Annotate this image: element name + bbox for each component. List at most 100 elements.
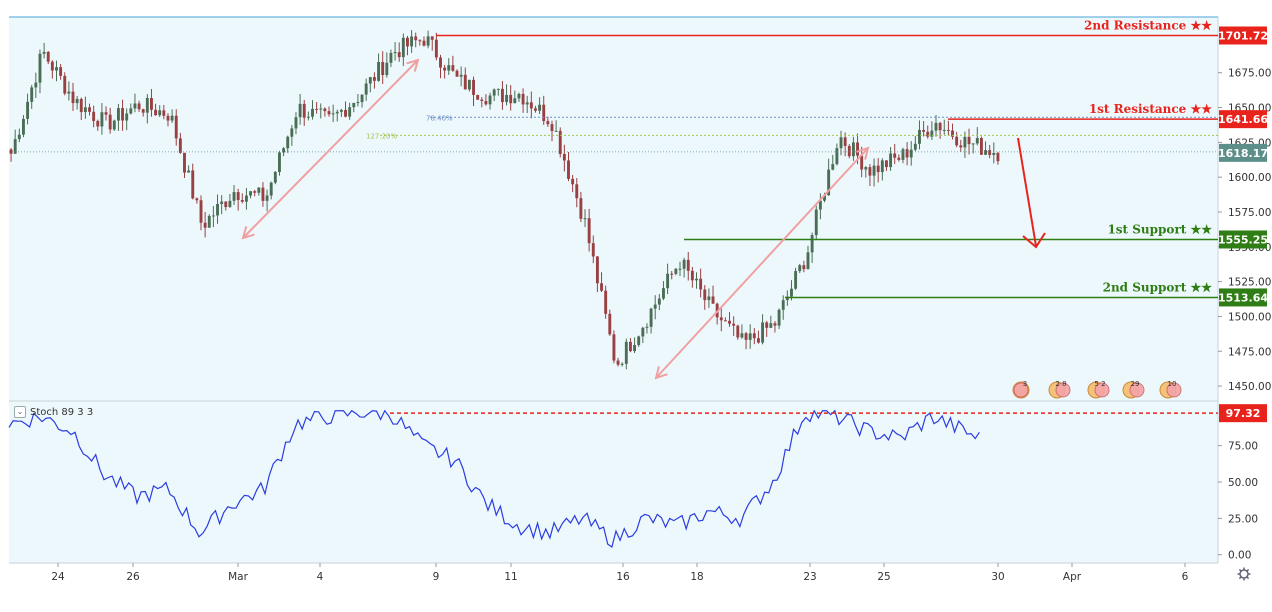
candle	[67, 81, 71, 101]
candle	[806, 245, 810, 270]
level-label-support: 1st Support ★★	[1107, 222, 1212, 236]
economic-event-icon[interactable]: 2 8	[1048, 380, 1071, 399]
candle	[620, 362, 624, 367]
candle	[662, 281, 665, 301]
candle	[678, 261, 682, 277]
candle	[207, 214, 211, 228]
candle	[653, 295, 657, 320]
economic-event-icon[interactable]: 5 2	[1087, 380, 1110, 399]
economic-event-icon[interactable]: 10	[1159, 380, 1182, 399]
candle	[963, 131, 967, 158]
candle	[410, 30, 414, 53]
price-tick-label: 1525.00	[1228, 277, 1271, 289]
candle	[942, 119, 946, 135]
candle	[748, 324, 752, 349]
time-tick-label: 26	[126, 571, 140, 583]
candle	[467, 79, 471, 92]
candle	[385, 52, 389, 78]
candle	[100, 103, 104, 135]
candle	[121, 99, 124, 131]
candle	[183, 152, 186, 178]
candle	[913, 136, 917, 152]
svg-text:10: 10	[1168, 380, 1177, 388]
candle	[901, 147, 905, 164]
candle	[955, 131, 959, 148]
candle	[484, 94, 488, 106]
level-badge-resistance: 1641.66	[1218, 110, 1268, 129]
candle	[406, 35, 409, 56]
candle	[876, 158, 880, 183]
candle	[872, 158, 876, 187]
candle	[220, 195, 224, 215]
candle	[641, 326, 645, 343]
projection-arrow[interactable]	[1017, 137, 1046, 249]
price-tick-label: 1675.00	[1228, 68, 1271, 80]
candle	[752, 328, 756, 345]
svg-text:1641.66: 1641.66	[1218, 113, 1268, 126]
candle	[224, 201, 228, 211]
time-tick-label: 18	[690, 571, 703, 583]
candle	[579, 191, 583, 223]
stochastic-line[interactable]	[8, 409, 980, 548]
candle	[946, 120, 950, 136]
candle	[575, 178, 579, 208]
candle	[335, 109, 339, 122]
candle	[492, 88, 496, 102]
candle	[703, 285, 707, 310]
candle	[92, 105, 96, 128]
svg-text:29: 29	[1131, 380, 1140, 388]
candle	[798, 263, 802, 274]
candle	[116, 103, 120, 131]
time-tick-label: 11	[504, 571, 517, 583]
candle	[418, 39, 422, 46]
indicator-legend[interactable]: ⌄ Stoch 89 3 3	[14, 406, 93, 418]
chart-background	[9, 17, 1218, 563]
candle	[707, 288, 711, 308]
fib-extension-arrow-2[interactable]	[654, 146, 870, 380]
price-badges: 1701.72 1641.66 1555.25 1513.64 1618.17 97.32	[1218, 26, 1268, 423]
level-label-resistance: 2nd Resistance ★★	[1084, 18, 1212, 32]
gear-icon[interactable]	[1237, 567, 1251, 581]
candle	[125, 108, 129, 131]
candle	[13, 129, 17, 154]
time-tick-label: 30	[991, 571, 1004, 583]
fib-label-green: 127.20%	[366, 132, 397, 140]
candle	[327, 106, 331, 117]
candle	[723, 317, 727, 322]
candle	[430, 36, 434, 51]
candle	[868, 164, 872, 186]
candle	[426, 30, 430, 49]
economic-event-icon[interactable]: 29	[1122, 380, 1145, 399]
candle	[534, 105, 537, 113]
candle	[922, 121, 926, 137]
event-icons[interactable]: 3 2 8 5 2 29 10	[1012, 380, 1182, 399]
candle	[306, 111, 310, 121]
candle	[364, 78, 368, 101]
candle	[521, 88, 525, 113]
candle	[178, 132, 182, 154]
candle	[624, 338, 628, 370]
candle	[509, 85, 513, 111]
candle	[666, 263, 670, 295]
candle	[488, 92, 492, 110]
candle	[938, 121, 942, 139]
candle	[765, 320, 769, 337]
fib-extension-arrow-1[interactable]	[241, 58, 420, 240]
candle	[150, 88, 153, 117]
chevron-down-icon[interactable]: ⌄	[14, 406, 26, 418]
economic-event-icon[interactable]: 3	[1012, 380, 1030, 399]
axes: 1675.001650.001625.001600.001575.001550.…	[51, 26, 1271, 583]
candle	[216, 194, 219, 224]
candle	[587, 208, 591, 252]
candle	[971, 143, 975, 154]
candle	[162, 104, 166, 120]
candle	[773, 320, 777, 333]
candle	[71, 82, 75, 111]
candle	[290, 124, 294, 146]
candle	[22, 115, 25, 138]
candle	[75, 95, 79, 110]
candle	[174, 109, 178, 146]
candle	[356, 93, 360, 107]
candlestick-series	[9, 30, 1000, 370]
